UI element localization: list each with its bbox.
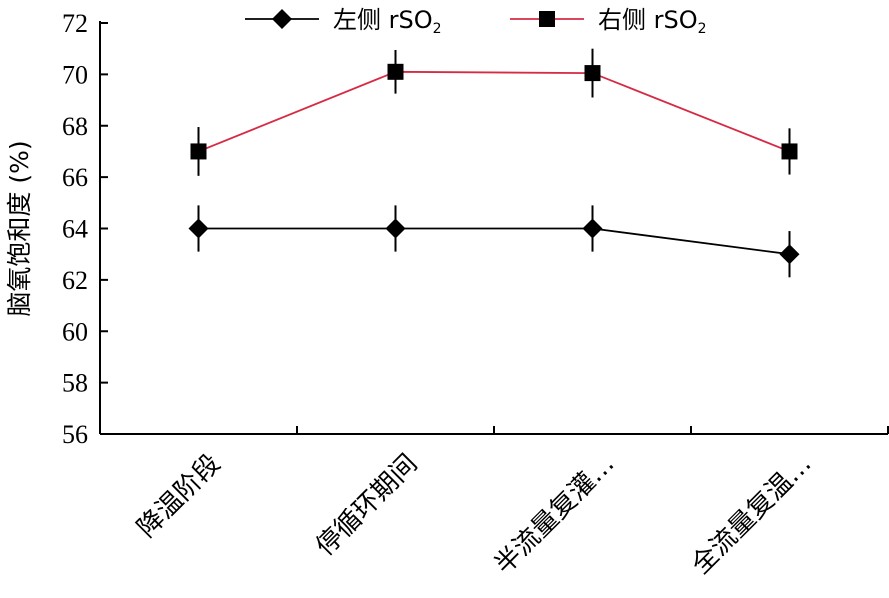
legend-marker xyxy=(272,9,292,29)
square-point xyxy=(781,143,798,160)
y-tick-label: 66 xyxy=(62,163,88,192)
legend: 左侧 rSO2 右侧 rSO2 xyxy=(245,6,707,37)
y-tick-label: 58 xyxy=(62,369,88,398)
y-tick-label: 56 xyxy=(62,420,88,449)
y-tick-label: 70 xyxy=(62,60,88,89)
diamond-point xyxy=(188,218,209,239)
y-tick-label: 64 xyxy=(62,215,88,244)
series-left xyxy=(188,205,800,278)
axes xyxy=(99,21,888,435)
legend-item-right: 右侧 rSO2 xyxy=(510,6,707,37)
x-axis-ticks: 降温阶段 停循环期间 半流量复灌… 全流量复温… xyxy=(99,426,889,581)
diamond-point xyxy=(582,218,603,239)
square-point xyxy=(387,63,404,80)
series-line xyxy=(198,227,790,256)
y-axis-title: 脑氧饱和度 (%) xyxy=(5,140,34,316)
y-tick-label: 68 xyxy=(62,112,88,141)
series-group xyxy=(188,48,800,278)
diamond-point xyxy=(779,244,800,265)
legend-label: 右侧 rSO2 xyxy=(598,6,707,37)
y-tick-label: 72 xyxy=(62,9,88,38)
x-category-label: 全流量复温… xyxy=(686,449,818,581)
square-point xyxy=(190,143,207,160)
y-axis-ticks: 56 58 60 62 64 66 68 70 72 xyxy=(62,9,108,449)
diamond-point xyxy=(385,218,406,239)
x-category-label: 降温阶段 xyxy=(132,449,227,544)
square-point xyxy=(584,65,601,82)
series-line xyxy=(198,70,790,153)
series-right xyxy=(190,48,798,176)
legend-marker xyxy=(539,11,555,27)
legend-label: 左侧 rSO2 xyxy=(333,6,442,37)
x-category-label: 半流量复灌… xyxy=(489,449,621,581)
x-category-label: 停循环期间 xyxy=(310,449,423,562)
y-tick-label: 60 xyxy=(62,317,88,346)
legend-item-left: 左侧 rSO2 xyxy=(245,6,442,37)
y-tick-label: 62 xyxy=(62,266,88,295)
